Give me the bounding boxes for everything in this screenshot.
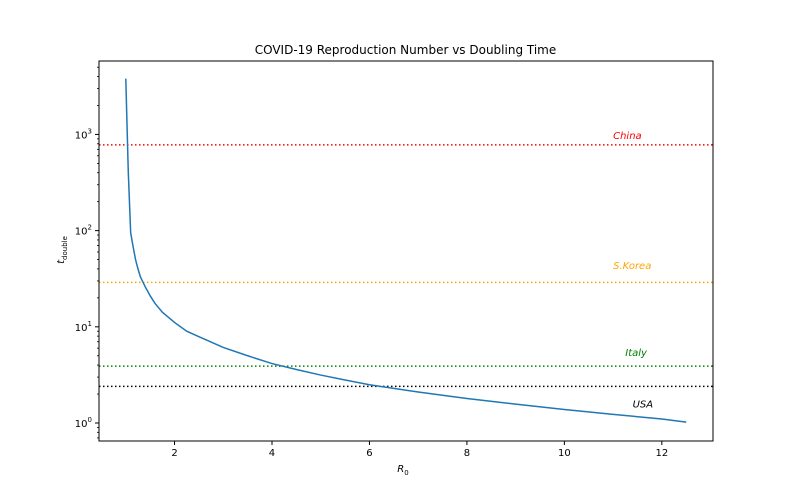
series-line-0 (125, 78, 687, 423)
y-axis-label-main: t (56, 259, 67, 264)
y-axis-label-sub: double (61, 236, 69, 260)
annotation-italy: Italy (625, 348, 648, 359)
x-axis-label-sub: 0 (404, 469, 408, 477)
y-tick-label: 101 (75, 320, 92, 334)
plot-area: China S.Korea Italy USA (99, 78, 713, 423)
x-tick-label: 8 (464, 448, 470, 459)
x-axis-label-main: R (397, 464, 404, 475)
y-axis-label: tdouble (56, 236, 69, 264)
x-tick-label: 10 (558, 448, 571, 459)
annotation-usa: USA (633, 399, 654, 410)
chart-title: COVID-19 Reproduction Number vs Doubling… (255, 43, 557, 57)
y-tick-label: 103 (75, 127, 92, 141)
x-tick-label: 2 (171, 448, 177, 459)
x-tick-label: 12 (655, 448, 668, 459)
annotation-skorea: S.Korea (613, 261, 651, 272)
y-tick-label: 102 (75, 224, 92, 238)
axes-frame (98, 60, 714, 442)
x-axis-label: R0 (397, 464, 408, 477)
annotation-china: China (613, 131, 642, 142)
x-tick-label: 4 (269, 448, 275, 459)
x-tick-label: 6 (366, 448, 372, 459)
y-tick-label: 100 (75, 416, 92, 430)
